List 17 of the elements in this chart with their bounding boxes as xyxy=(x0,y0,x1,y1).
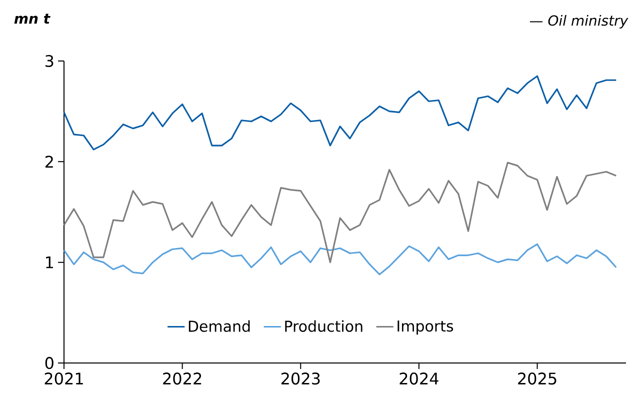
legend-label: Demand xyxy=(188,320,250,332)
y-tick-label: 2 xyxy=(45,156,53,168)
line-series xyxy=(63,75,617,150)
y-tick-label: 0 xyxy=(45,356,54,370)
x-tick-label: 2024 xyxy=(400,372,438,385)
y-tick-label: 3 xyxy=(46,54,54,68)
y-tick-label: 1 xyxy=(46,256,54,268)
x-tick-label: 2023 xyxy=(281,372,320,385)
legend-label: Imports xyxy=(398,320,454,335)
y-axis-title: mn t xyxy=(14,14,50,24)
line-series xyxy=(63,162,617,264)
text: — Oil ministry xyxy=(530,14,628,29)
x-tick-label: 2022 xyxy=(163,372,202,385)
legend-label: Production xyxy=(285,320,362,332)
line-series xyxy=(63,243,617,276)
x-tick-label: 2025 xyxy=(518,372,556,385)
x-tick-label: 2021 xyxy=(44,372,83,385)
